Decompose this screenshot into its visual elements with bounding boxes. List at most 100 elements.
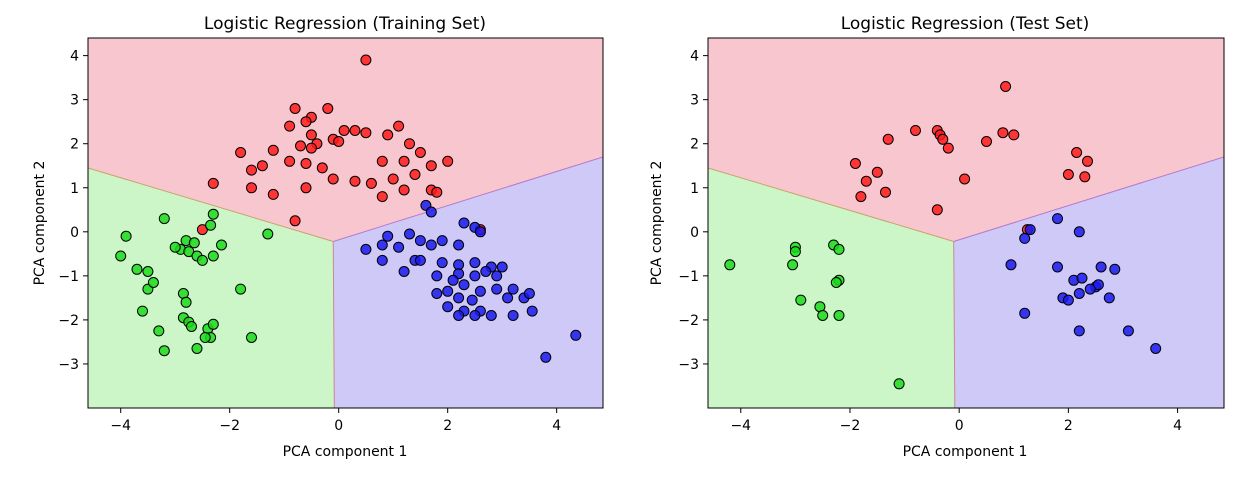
class-1-point [147,277,159,288]
class-0-point [289,103,301,114]
decision-boundary [88,167,334,242]
class-2-point [414,235,426,247]
class-2-point [540,351,552,363]
class-2-point [1150,343,1162,354]
class-1-point [142,266,154,277]
y-tick-label: −3 [58,357,79,373]
class-2-point [453,292,465,304]
class-0-point [871,166,883,178]
axes-frame [707,37,1225,409]
class-0-point [959,173,971,185]
y-tick-label: −2 [58,313,79,329]
y-tick-label: 0 [70,225,79,241]
y-tick-label: 2 [70,137,79,153]
class-2-point [1019,232,1031,244]
axes-frame [87,37,604,409]
x-tick-label: −4 [730,418,751,434]
y-tick-label: −3 [678,357,699,373]
class-2-point [376,254,388,266]
class-0-point [404,138,415,150]
class-2-point [474,226,486,238]
class-2-point [1103,292,1115,304]
decision-boundary [953,156,1224,242]
class-0-point [256,160,268,172]
class-0-point [322,103,334,114]
class-0-point [409,169,421,180]
class-0-point [431,186,443,198]
class-0-point [349,125,361,136]
class-0-point [305,142,317,154]
class-2-point [1095,261,1107,273]
class-2-point [469,257,481,269]
class-0-point [981,136,992,147]
class-2-point [458,217,470,229]
class-1-point [131,263,143,275]
class-2-point [480,266,492,277]
decision-boundary [953,241,956,408]
class-2-point [1019,307,1031,319]
class-0-point [300,182,312,194]
class-1-point [196,254,208,266]
class-1-point [207,250,219,262]
class-0-point [360,54,372,66]
class-0-point [1079,171,1091,183]
class-0-point [300,116,312,128]
class-1-point [246,332,257,343]
x-tick-label: 0 [955,418,964,434]
x-axis-label: PCA component 1 [903,444,1028,460]
class-2-point [442,301,454,313]
class-1-point [235,283,247,295]
class-2-point [442,285,454,297]
class-0-point [910,125,921,136]
class-2-point [414,254,426,266]
class-2-point [425,239,437,251]
class-0-point [338,125,350,136]
class-2-point [453,239,465,251]
class-0-point [882,133,894,145]
class-0-point [284,155,296,167]
class-0-point [246,182,257,194]
x-axis-label: PCA component 1 [283,444,408,460]
class-2-point [469,310,481,321]
class-2-point [491,283,503,295]
y-axis-label: PCA component 2 [32,161,48,286]
class-0-point [316,162,328,174]
class-2-point [1076,272,1088,284]
class-1-point [833,243,845,255]
y-axis-label: PCA component 2 [649,161,665,286]
class-1-point [789,246,801,258]
class-0-point [267,144,279,156]
class-2-point [466,294,478,306]
class-0-point [246,164,257,176]
x-tick-label: −2 [219,418,240,434]
x-tick-label: 4 [552,418,561,434]
class-1-point [188,237,200,249]
class-2-point [485,310,497,321]
class-1-point [153,325,165,337]
class-1-point [180,296,192,308]
class-0-point [327,173,339,185]
class-1-point [158,345,170,357]
class-1-point [120,230,132,242]
class-0-point [855,191,867,203]
class-2-point [1052,261,1063,273]
class-0-point [414,147,426,158]
class-2-point [1084,283,1096,295]
class-2-point [360,243,372,255]
y-tick-label: −1 [58,269,79,285]
class-2-point [453,310,465,321]
class-2-point [1073,325,1085,337]
class-0-point [376,155,388,167]
class-2-point [570,329,582,341]
class-0-point [1062,169,1074,180]
class-1-point [787,259,799,271]
x-tick-label: 0 [334,418,343,434]
class-1-point [724,259,736,271]
class-2-point [425,206,437,218]
class-0-point [295,140,306,152]
class-1-point [186,321,197,332]
class-2-point [469,270,481,282]
class-2-point [1122,325,1134,337]
class-1-point [207,208,219,220]
class-0-point [333,136,345,147]
